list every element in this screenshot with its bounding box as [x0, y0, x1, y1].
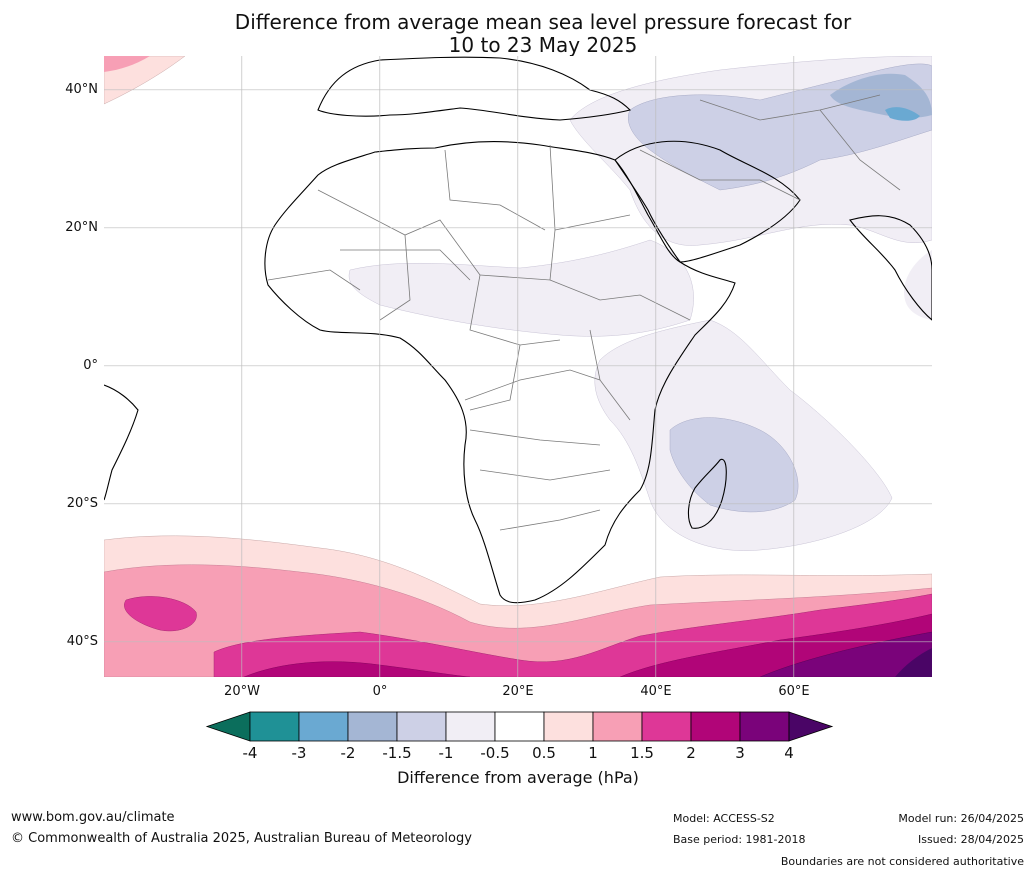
- colorbar-swatch: [494, 711, 545, 742]
- colorbar-tick-label: 4: [784, 744, 794, 762]
- colorbar-tick-label: -1.5: [382, 744, 412, 762]
- colorbar-swatch: [690, 711, 741, 742]
- india-coastline: [849, 215, 932, 321]
- madagascar-coastline: [687, 458, 727, 529]
- anomaly-region-above-4: [895, 648, 932, 677]
- colorbar-tick-label: -0.5: [480, 744, 510, 762]
- colorbar-tick-label: 1: [588, 744, 598, 762]
- map-area: [104, 56, 932, 677]
- colorbar-swatch: [396, 711, 447, 742]
- colorbar-tick-label: -1: [438, 744, 454, 762]
- colorbar-swatch: [298, 711, 349, 742]
- anomaly-region-sahel-neg-0.5: [348, 239, 694, 337]
- anomaly-region-1.5-to-2-patch: [124, 596, 197, 632]
- lon-label-20w: 20°W: [224, 684, 260, 699]
- colorbar-tick-label: -2: [340, 744, 356, 762]
- anomaly-region-india-neg-0.5: [904, 250, 932, 320]
- colorbar-swatch: [347, 711, 398, 742]
- lon-label-0: 0°: [372, 684, 388, 699]
- anomaly-region-3-to-4: [759, 631, 932, 677]
- land-masses: [104, 56, 932, 604]
- lat-label-20s: 20°S: [66, 496, 98, 511]
- africa-coastline: [264, 141, 736, 604]
- europe-coastline: [317, 56, 632, 121]
- footer-issued: Issued: 28/04/2025: [917, 833, 1024, 846]
- lat-label-20n: 20°N: [65, 220, 98, 235]
- colorbar-swatch: [641, 711, 692, 742]
- colorbar-tick-label: 0.5: [532, 744, 556, 762]
- map-title-line-1: Difference from average mean sea level p…: [234, 10, 852, 34]
- lat-label-0: 0°: [83, 358, 98, 373]
- anomaly-region-nw-0.5-to-1: [104, 56, 186, 105]
- lat-label-40s: 40°S: [66, 634, 98, 649]
- map-title-line-2: 10 to 23 May 2025: [448, 33, 638, 57]
- colorbar-swatch: [445, 711, 496, 742]
- anomaly-region-madagascar-neg-1: [669, 417, 799, 513]
- south-america-coastline: [104, 384, 139, 501]
- footer-model: Model: ACCESS-S2: [673, 812, 775, 825]
- colorbar-title: Difference from average (hPa): [397, 768, 639, 787]
- anomaly-region-nw-1-to-1.5: [104, 56, 150, 72]
- footer-copyright: © Commonwealth of Australia 2025, Austra…: [11, 831, 472, 846]
- lat-label-40n: 40°N: [65, 82, 98, 97]
- colorbar-tick-label: -4: [242, 744, 258, 762]
- footer-base-period: Base period: 1981-2018: [673, 833, 806, 846]
- colorbar-swatch: [249, 711, 300, 742]
- colorbar-tick-label: 2: [686, 744, 696, 762]
- lon-label-60e: 60°E: [778, 684, 810, 699]
- colorbar-swatch: [739, 711, 790, 742]
- lon-label-20e: 20°E: [502, 684, 534, 699]
- colorbar: [205, 711, 834, 742]
- arabia-coastline: [614, 140, 801, 263]
- anomaly-region-central-asia-neg-1.5: [830, 73, 932, 118]
- footer-website[interactable]: www.bom.gov.au/climate: [11, 810, 175, 825]
- anomaly-region-central-asia-neg-2: [885, 107, 920, 121]
- colorbar-tick-label: 3: [735, 744, 745, 762]
- colorbar-swatch: [592, 711, 643, 742]
- graticule: [104, 56, 932, 677]
- lon-label-40e: 40°E: [640, 684, 672, 699]
- colorbar-tick-label: 1.5: [630, 744, 654, 762]
- colorbar-extend-high: [788, 711, 834, 742]
- country-borders: [267, 94, 901, 531]
- colorbar-swatch: [543, 711, 594, 742]
- colorbar-extend-low: [205, 711, 251, 742]
- footer-disclaimer: Boundaries are not considered authoritat…: [780, 855, 1024, 868]
- colorbar-tick-label: -3: [291, 744, 307, 762]
- footer-model-run: Model run: 26/04/2025: [898, 812, 1024, 825]
